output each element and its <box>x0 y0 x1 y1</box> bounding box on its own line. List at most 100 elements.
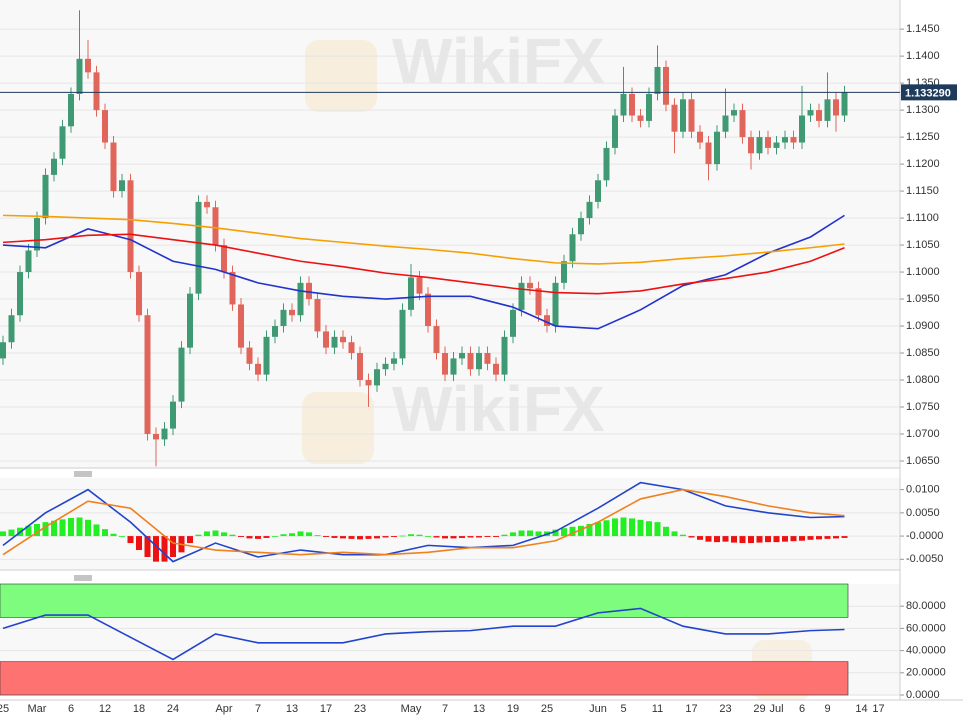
macd-bar <box>59 519 66 537</box>
macd-bar <box>127 536 134 544</box>
macd-line <box>2 488 845 556</box>
candle-body <box>442 353 448 375</box>
x-tick-label: Apr <box>215 703 232 715</box>
candle-body <box>629 93 635 116</box>
macd-bar <box>348 536 355 539</box>
macd-bar <box>722 536 729 542</box>
macd-line <box>2 481 845 563</box>
candle-body <box>365 380 372 386</box>
macd-bar <box>136 536 142 551</box>
x-tick-label: 19 <box>507 703 519 715</box>
candle-body <box>85 58 91 73</box>
macd-bar <box>399 535 406 537</box>
macd-bar <box>212 530 219 537</box>
macd-bar <box>510 532 516 537</box>
candle-body <box>569 234 576 262</box>
x-tick-label: May <box>401 703 422 715</box>
y-tick-label: 1.1200 <box>906 158 940 170</box>
x-tick-label: 18 <box>133 703 145 715</box>
macd-bar <box>552 529 559 537</box>
candle-body <box>739 110 746 138</box>
candle-body <box>119 180 125 192</box>
macd-bar <box>518 530 525 537</box>
macd-bar <box>263 536 270 538</box>
y-tick-label: 0.0050 <box>906 507 940 519</box>
candle-body <box>765 137 771 148</box>
macd-bar <box>204 531 210 537</box>
macd-bar <box>688 536 695 538</box>
macd-bar <box>25 525 32 537</box>
macd-bar <box>476 536 482 538</box>
candle-body <box>255 363 261 375</box>
macd-bar <box>467 536 474 538</box>
candle-body <box>42 174 49 219</box>
macd-bar <box>629 518 635 537</box>
x-tick-label: 12 <box>99 703 111 715</box>
panel-handle <box>74 471 92 581</box>
candle-body <box>17 272 23 316</box>
y-tick-label: 80.0000 <box>906 600 946 612</box>
candle-body <box>671 104 678 132</box>
macd-bar <box>323 536 329 538</box>
candle-body <box>612 115 618 148</box>
watermark-logo <box>302 392 374 464</box>
y-tick-label: 1.1050 <box>906 239 940 251</box>
x-tick-label: 25 <box>0 703 9 715</box>
macd-bar <box>705 536 712 542</box>
macd-bar <box>773 536 780 543</box>
candle-body <box>620 93 627 116</box>
candle-body <box>51 158 57 175</box>
moving-average <box>2 233 845 295</box>
candle-body <box>603 147 610 181</box>
macd-bar <box>85 519 91 537</box>
x-tick-label: 11 <box>652 703 663 715</box>
macd-bar <box>382 536 389 538</box>
macd-bar <box>739 536 746 544</box>
macd-bar <box>221 532 227 537</box>
candle-body <box>408 277 414 310</box>
candle-body <box>263 336 270 375</box>
candle-body <box>833 99 839 116</box>
macd-bar <box>391 536 397 538</box>
y-tick-label: 1.1000 <box>906 266 940 278</box>
moving-average <box>2 214 845 265</box>
x-tick-label: 6 <box>799 703 805 715</box>
macd-bar <box>8 529 15 537</box>
y-tick-label: 1.0700 <box>906 428 940 440</box>
x-tick-label: Jun <box>589 703 607 715</box>
y-tick-label: 1.1400 <box>906 50 940 62</box>
candle-body <box>748 137 754 154</box>
macd-bar <box>425 536 431 537</box>
macd-bar <box>187 536 193 544</box>
macd-bar <box>433 536 440 538</box>
candle-body <box>110 142 117 192</box>
watermark-group: WikiFX WikiFX <box>302 25 812 700</box>
macd-bar <box>51 520 57 537</box>
macd-bar <box>535 531 542 537</box>
x-tick-label: 17 <box>320 703 332 715</box>
candle-body <box>476 353 482 370</box>
candle-body <box>756 137 763 154</box>
rsi-band <box>0 661 849 696</box>
candle-body <box>416 277 423 294</box>
y-tick-label: 1.0650 <box>906 455 940 467</box>
macd-bar <box>110 533 117 537</box>
macd-bar <box>484 536 491 538</box>
macd-bar <box>561 528 567 537</box>
y-tick-label: 0.0000 <box>906 689 940 701</box>
candle-body <box>841 92 848 116</box>
macd-bar <box>620 517 627 537</box>
macd-bar <box>153 536 159 562</box>
candle-body <box>731 110 737 116</box>
candle-body <box>136 272 142 316</box>
candle-body <box>816 110 822 121</box>
rsi-band <box>0 583 849 618</box>
macd-bar <box>119 536 125 537</box>
candle-body <box>246 347 253 364</box>
y-tick-label: 60.0000 <box>906 622 946 634</box>
macd-bar <box>297 531 304 537</box>
macd-bar <box>357 536 363 540</box>
y-tick-label: 20.0000 <box>906 667 946 679</box>
candle-body <box>586 201 593 219</box>
